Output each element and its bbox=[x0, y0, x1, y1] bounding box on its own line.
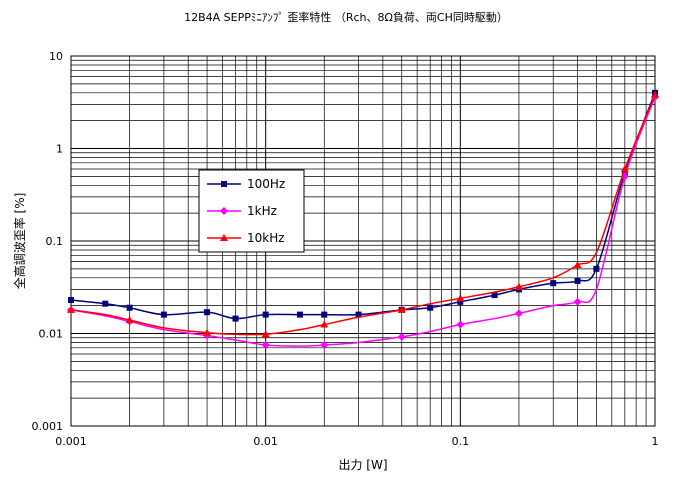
data-point bbox=[321, 311, 328, 318]
series-layer bbox=[67, 89, 659, 350]
y-tick-labels: 0.001 0.01 0.1 1 10 bbox=[32, 50, 64, 433]
chart-title: 12B4A SEPPﾐﾆｱﾝﾌﾟ 歪率特性 （Rch、8Ω負荷、両CH同時駆動） bbox=[184, 10, 508, 24]
data-point bbox=[491, 292, 498, 299]
grid bbox=[70, 56, 656, 427]
data-point bbox=[102, 300, 109, 307]
data-point bbox=[514, 309, 523, 318]
series-line bbox=[70, 96, 656, 347]
data-point bbox=[573, 261, 582, 269]
data-point bbox=[574, 277, 581, 284]
x-axis-label: 出力 [W] bbox=[338, 458, 387, 472]
data-point bbox=[457, 298, 464, 305]
x-tick-labels: 0.001 0.01 0.1 1 bbox=[55, 435, 658, 448]
data-point bbox=[320, 341, 329, 350]
data-point bbox=[126, 304, 133, 311]
data-point bbox=[550, 280, 557, 287]
data-point bbox=[456, 320, 465, 329]
series-10kHz bbox=[67, 90, 659, 338]
legend-label: 10kHz bbox=[247, 231, 285, 245]
data-point bbox=[68, 297, 74, 304]
y-tick-label: 0.001 bbox=[32, 420, 64, 433]
data-point bbox=[261, 341, 270, 350]
data-point bbox=[232, 315, 239, 322]
y-tick-label: 10 bbox=[49, 50, 63, 63]
data-point bbox=[620, 165, 629, 173]
y-tick-label: 1 bbox=[56, 143, 63, 156]
data-point bbox=[203, 328, 212, 336]
plot-frame bbox=[70, 55, 656, 427]
data-point bbox=[514, 282, 523, 290]
legend: 100Hz 1kHz 10kHz bbox=[198, 169, 305, 253]
data-point bbox=[397, 305, 406, 313]
y-axis-label: 全高調波歪率 [%] bbox=[12, 193, 27, 290]
x-tick-label: 0.01 bbox=[253, 435, 278, 448]
data-point bbox=[160, 311, 167, 318]
legend-marker bbox=[221, 181, 227, 187]
data-point bbox=[355, 311, 362, 318]
y-tick-label: 0.1 bbox=[46, 235, 64, 248]
data-point bbox=[296, 311, 303, 318]
legend-marker bbox=[220, 207, 228, 215]
legend-label: 1kHz bbox=[247, 204, 277, 218]
data-point bbox=[262, 311, 269, 318]
x-tick-label: 0.001 bbox=[55, 435, 87, 448]
data-point bbox=[427, 304, 434, 311]
legend-marker bbox=[220, 234, 228, 241]
y-tick-label: 0.01 bbox=[39, 328, 64, 341]
x-tick-label: 1 bbox=[652, 435, 659, 448]
data-point bbox=[125, 315, 134, 323]
x-tick-label: 0.1 bbox=[452, 435, 470, 448]
data-point bbox=[67, 305, 75, 313]
data-point bbox=[573, 297, 582, 306]
data-point bbox=[320, 320, 329, 328]
data-point bbox=[651, 90, 659, 98]
legend-label: 100Hz bbox=[247, 177, 285, 191]
data-point bbox=[397, 332, 406, 341]
data-point bbox=[204, 309, 211, 316]
data-point bbox=[261, 330, 270, 338]
data-point bbox=[593, 265, 600, 272]
data-point bbox=[456, 294, 465, 302]
